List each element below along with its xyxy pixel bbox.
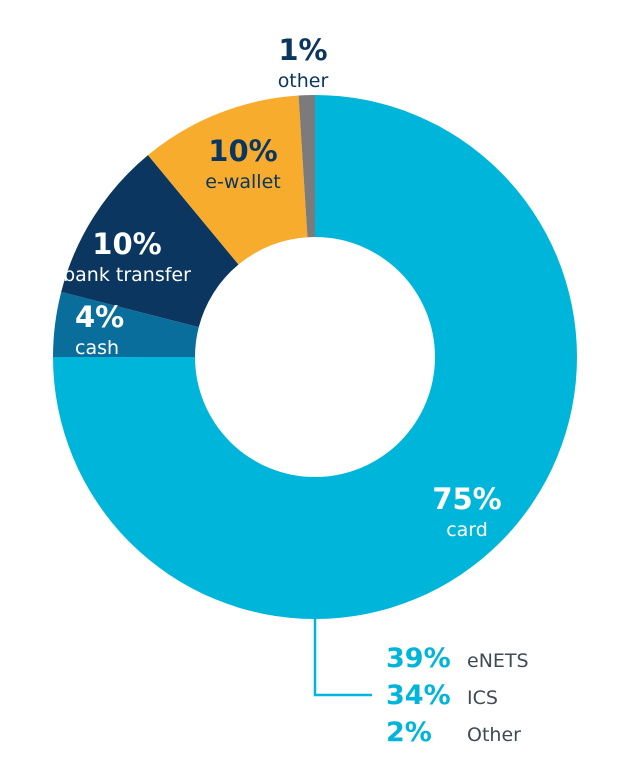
breakdown-leader-line bbox=[313, 619, 372, 697]
slice-label-bank-transfer: bank transfer bbox=[63, 264, 191, 286]
breakdown-label-enets: eNETS bbox=[467, 650, 529, 672]
slice-label-cash: cash bbox=[75, 337, 119, 359]
slice-pct-e-wallet: 10% bbox=[208, 134, 277, 168]
slice-card bbox=[53, 95, 577, 619]
breakdown-label-other: Other bbox=[467, 724, 521, 746]
slice-bank-transfer bbox=[61, 155, 239, 328]
breakdown-pct-ics: 34% bbox=[386, 680, 451, 711]
slice-pct-card: 75% bbox=[432, 482, 501, 516]
slice-label-other: other bbox=[278, 70, 329, 92]
slice-label-card: card bbox=[446, 519, 488, 541]
slice-pct-cash: 4% bbox=[75, 300, 124, 334]
slice-pct-other: 1% bbox=[278, 33, 327, 67]
slice-pct-bank-transfer: 10% bbox=[92, 227, 161, 261]
slice-other bbox=[298, 95, 315, 238]
breakdown-pct-enets: 39% bbox=[386, 643, 451, 674]
breakdown-label-ics: ICS bbox=[467, 687, 498, 709]
slice-label-e-wallet: e-wallet bbox=[205, 171, 280, 193]
slice-cash bbox=[53, 291, 199, 357]
breakdown-pct-other: 2% bbox=[386, 717, 432, 748]
slice-e-wallet bbox=[147, 95, 308, 265]
